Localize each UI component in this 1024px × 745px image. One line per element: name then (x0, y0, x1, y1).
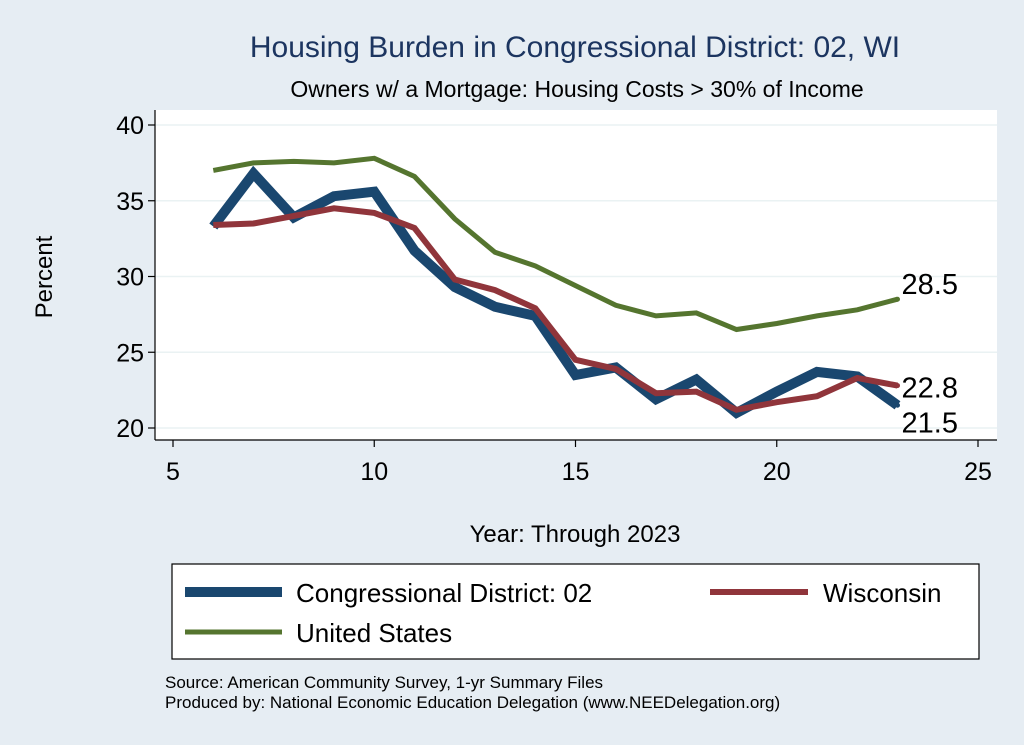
legend: Congressional District: 02 Wisconsin Unite… (185, 578, 941, 648)
legend-label-0: Congressional District: 02 (296, 578, 592, 608)
end-label-0: 21.5 (902, 407, 958, 439)
x-tick-label: 10 (360, 458, 388, 486)
y-tick-label: 20 (116, 415, 144, 443)
series-line-0 (209, 165, 901, 419)
end-label-1: 22.8 (902, 373, 958, 405)
y-tick-label: 30 (116, 264, 144, 292)
y-axis-title: Percent (31, 235, 58, 318)
y-tick-label: 25 (116, 339, 144, 367)
series-end-point (895, 402, 900, 408)
x-tick-label: 25 (964, 458, 992, 486)
series-line-2 (212, 155, 899, 333)
legend-label-2: United States (296, 618, 452, 648)
producer-note: Produced by: National Economic Education… (165, 693, 780, 712)
end-label-2: 28.5 (902, 269, 958, 301)
legend-label-1: Wisconsin (823, 578, 941, 608)
y-tick-label: 40 (116, 112, 144, 140)
series-end-point (895, 296, 900, 302)
source-note: Source: American Community Survey, 1-yr … (165, 673, 603, 692)
y-tick-label: 35 (116, 188, 144, 216)
end-labels: 21.522.8 28.5 (902, 269, 958, 439)
series-end-point (895, 383, 900, 389)
x-tick-label: 15 (562, 458, 590, 486)
plot-area (155, 110, 997, 440)
chart-subtitle: Owners w/ a Mortgage: Housing Costs > 30… (290, 76, 863, 102)
x-tick-label: 5 (166, 458, 180, 486)
x-axis-title: Year: Through 2023 (470, 521, 681, 548)
series-layer (209, 155, 901, 419)
chart-title: Housing Burden in Congressional District… (250, 31, 900, 64)
grid-lines (155, 124, 997, 429)
series-line-1 (213, 205, 899, 413)
axes: 20 25 30 35 40 5 10 15 20 25 (116, 110, 997, 486)
x-tick-label: 20 (763, 458, 791, 486)
legend-box (171, 563, 980, 660)
